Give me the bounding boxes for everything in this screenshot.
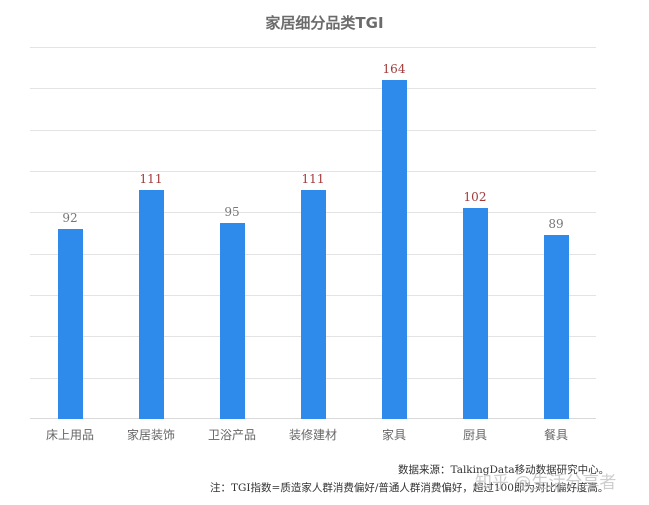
bar-5	[381, 80, 407, 419]
gridline	[30, 129, 596, 131]
category-label: 卫浴产品	[207, 428, 256, 442]
category-label: 装修建材	[288, 428, 337, 442]
gridline	[30, 171, 596, 172]
source-text: 数据来源：TalkingData移动数据研究中心。	[398, 464, 610, 476]
bar-6	[462, 208, 488, 419]
data-label: 102	[463, 190, 487, 205]
data-label: 92	[62, 210, 78, 225]
gridline	[30, 47, 596, 48]
data-label: 89	[548, 217, 564, 232]
bar-3	[219, 222, 245, 419]
data-label: 95	[224, 204, 240, 219]
bar-4	[300, 189, 326, 419]
category-label: 床上用品	[45, 428, 94, 442]
category-label: 餐具	[543, 428, 568, 442]
note-text: 注：TGI指数=质造家人群消费偏好/普通人群消费偏好，超过100即为对比偏好度高…	[210, 482, 609, 494]
chart-title: 家居细分品类TGI	[265, 14, 384, 32]
data-label: 111	[139, 171, 163, 186]
bar-7	[543, 235, 569, 419]
watermark: 知乎 @生活分享者	[475, 473, 617, 493]
bar-1	[57, 228, 83, 419]
data-label: 111	[301, 171, 325, 186]
category-label: 家居装饰	[126, 428, 175, 442]
bar-2	[138, 189, 164, 419]
category-label: 厨具	[462, 428, 487, 442]
gridline	[30, 88, 596, 90]
plot-area: 92 111 95 111 164 102 89	[30, 47, 596, 419]
category-label: 家具	[381, 428, 406, 442]
data-label: 164	[382, 62, 406, 77]
